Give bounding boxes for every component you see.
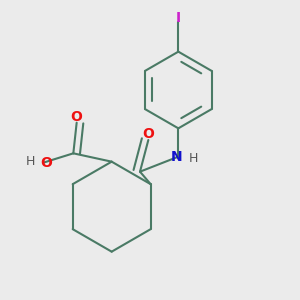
Text: O: O xyxy=(71,110,82,124)
Text: N: N xyxy=(171,150,182,164)
Text: O: O xyxy=(41,156,52,170)
Text: H: H xyxy=(26,155,35,169)
Text: H: H xyxy=(189,152,198,165)
Text: I: I xyxy=(176,11,181,25)
Text: O: O xyxy=(142,127,154,141)
